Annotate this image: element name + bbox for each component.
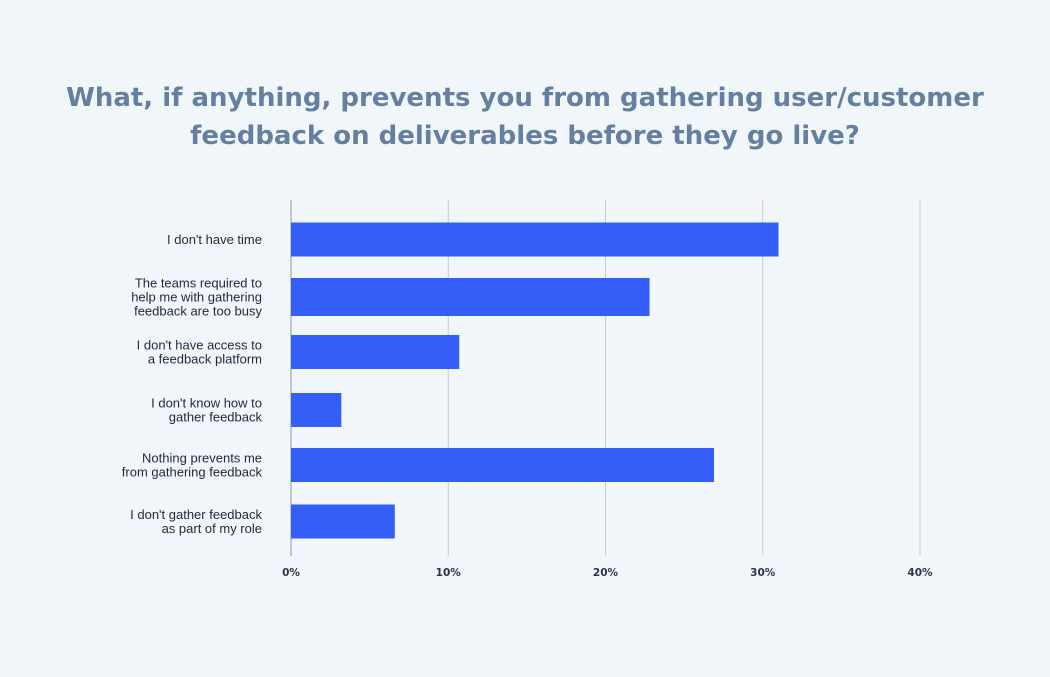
bar <box>291 393 342 427</box>
category-label: The teams required to help me with gather… <box>131 276 262 319</box>
x-tick-label: 0% <box>282 567 300 579</box>
category-label-line: from gathering feedback <box>122 465 263 480</box>
chart-title: What, if anything, prevents you from gat… <box>50 79 1000 155</box>
category-label: I don't know how to gather feedback <box>151 396 262 425</box>
category-label-line: gather feedback <box>169 410 263 425</box>
category-label-line: I don't have access to <box>137 338 262 353</box>
category-label-line: help me with gathering <box>131 290 262 305</box>
category-label: I don't gather feedback as part of my rol… <box>130 507 262 536</box>
chart-title-line-2: feedback on deliverables before they go … <box>190 121 860 151</box>
bar <box>291 448 715 482</box>
category-label-line: The teams required to <box>135 276 262 291</box>
category-label: I don't have time <box>167 232 262 247</box>
bar <box>291 504 395 539</box>
category-label-line: a feedback platform <box>148 352 262 367</box>
x-tick-label: 40% <box>907 567 933 579</box>
bar <box>291 335 460 369</box>
x-tick-label: 30% <box>750 567 776 579</box>
category-label-line: as part of my role <box>162 521 262 536</box>
category-label-line: I don't know how to <box>151 396 262 411</box>
category-label-line: I don't gather feedback <box>130 507 262 522</box>
chart-title-line-1: What, if anything, prevents you from gat… <box>66 83 984 113</box>
x-tick-label: 20% <box>593 567 619 579</box>
category-label-line: I don't have time <box>167 232 262 247</box>
category-label-line: feedback are too busy <box>134 304 262 319</box>
category-label-line: Nothing prevents me <box>142 451 262 466</box>
x-tick-label: 10% <box>436 567 462 579</box>
bar <box>291 222 779 257</box>
bar <box>291 278 650 316</box>
category-label: I don't have access to a feedback platfor… <box>137 338 262 367</box>
category-label: Nothing prevents me from gathering feedba… <box>122 451 263 480</box>
